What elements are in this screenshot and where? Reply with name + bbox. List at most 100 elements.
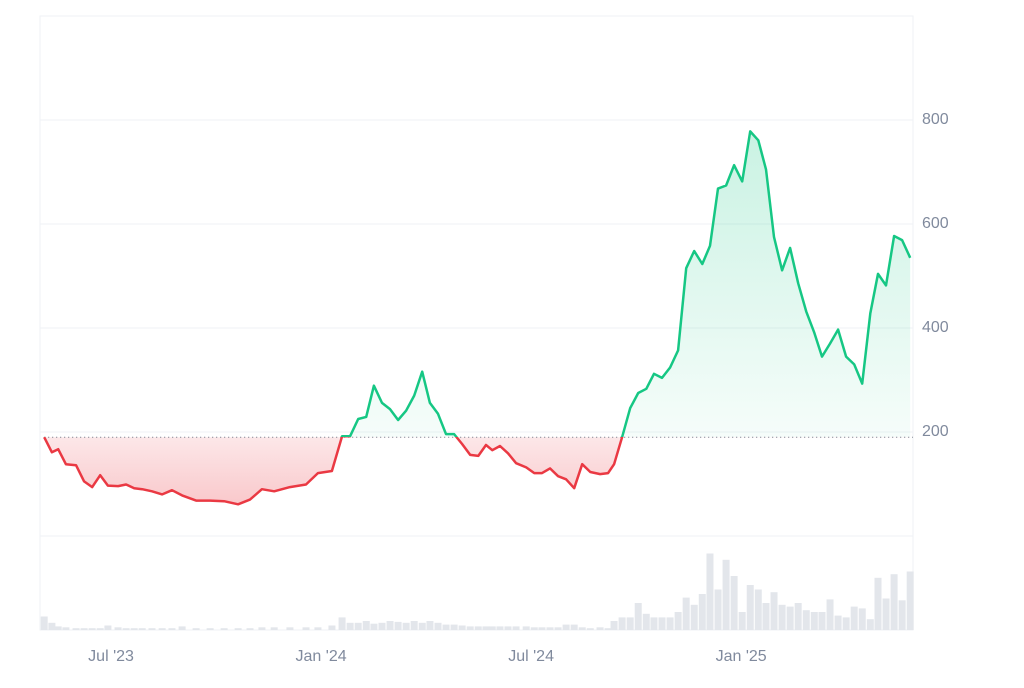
volume-bar [834,615,842,630]
volume-bar [810,612,818,630]
volume-bar [362,621,370,630]
volume-bar [114,627,122,630]
x-tick-label: Jan '24 [296,648,347,665]
volume-bar [328,625,336,630]
volume-bar [158,628,166,630]
volume-bar [458,625,466,630]
volume-bar [650,617,658,630]
volume-bar [314,627,322,630]
volume-bar [802,610,810,630]
volume-bar [442,624,450,630]
volume-bar [370,623,378,630]
volume-bar [762,603,770,630]
volume-bar [866,619,874,630]
volume-bar [562,624,570,630]
volume-bar [690,604,698,630]
volume-bar [378,622,386,630]
volume-bar [578,627,586,630]
volume-bar [586,628,594,630]
volume-bar [270,627,278,630]
x-tick-label: Jul '24 [508,648,554,665]
volume-bar [96,628,104,630]
volume-bar [482,626,490,630]
volume-bar [794,603,802,630]
x-tick-label: Jan '25 [716,648,767,665]
volume-bar [570,624,578,630]
volume-bar [842,617,850,630]
volume-bar [658,617,666,630]
y-tick-label: 200 [922,423,949,440]
volume-bar [714,589,722,630]
volume-bar [206,628,214,630]
volume-bar [192,628,200,630]
volume-bar [72,628,80,630]
area [44,131,911,505]
volume-bar [882,598,890,630]
volume-bar [858,608,866,630]
volume-bar [246,628,254,630]
volume-bar [168,628,176,630]
volume-bar [286,627,294,630]
volume-bar [610,621,618,630]
volume-bar [234,628,242,630]
volume-bar [130,628,138,630]
volume-bar [778,604,786,630]
volume-bar [746,585,754,630]
volume-bar [122,628,130,630]
volume-bar [618,617,626,630]
volume-bar [220,628,228,630]
volume-bar [522,626,530,630]
volume-bar [418,622,426,630]
volume-bar [426,621,434,630]
volume-bar [674,612,682,630]
volume-bar [890,574,898,630]
volume-bar [666,617,674,630]
volume-bar [770,592,778,630]
volume-bar [466,626,474,630]
volume-bar [338,617,346,630]
volume-bar [818,612,826,630]
volume-bar [898,600,906,630]
volume-bar [706,553,714,630]
volume-bar [530,627,538,630]
volume-bar [504,626,512,630]
volume-bar [786,606,794,630]
volume-bar [40,616,48,630]
volume-bar [682,597,690,630]
volume-bar [302,627,310,630]
volume-bar [178,626,186,630]
volume-bar [474,626,482,630]
volume-bar [626,617,634,630]
volume-bar [596,627,604,630]
volume-bar [496,626,504,630]
volume-bar [488,626,496,630]
volume-bar [642,613,650,630]
y-tick-label: 800 [922,111,949,128]
volume-bar [402,622,410,630]
x-tick-label: Jul '23 [88,648,134,665]
volume-bar [394,621,402,630]
volume-bar [48,622,56,630]
volume-bar [354,622,362,630]
volume-bar [258,627,266,630]
volume-bar [604,628,612,630]
volume-bar [346,622,354,630]
volume-bar [538,627,546,630]
volume-bar [512,626,520,630]
y-tick-label: 600 [922,215,949,232]
volume-bar [554,627,562,630]
volume-bar [826,599,834,630]
volume-bar [88,628,96,630]
volume-bar [698,594,706,630]
volume-bar [634,603,642,630]
y-tick-label: 400 [922,319,949,336]
volume-bar [104,625,112,630]
volume-bar [148,628,156,630]
volume-bar [730,576,738,630]
volume-bar [138,628,146,630]
volume-bar [62,627,70,630]
volume-bar [722,559,730,630]
volume-bar [80,628,88,630]
volume-bar [546,627,554,630]
